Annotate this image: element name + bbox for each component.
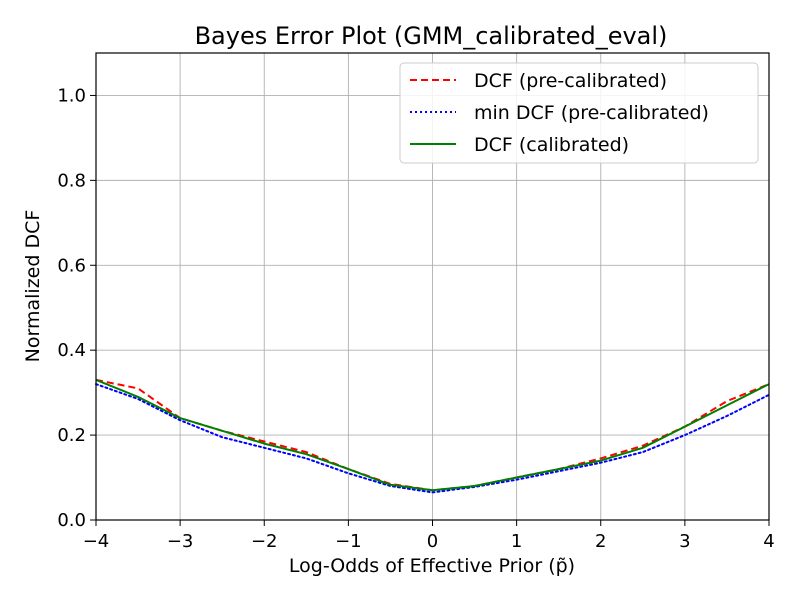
chart-title: Bayes Error Plot (GMM_calibrated_eval) xyxy=(195,22,668,50)
x-tick-label: 4 xyxy=(763,531,774,552)
x-tick-label: −4 xyxy=(83,531,110,552)
x-tick-label: 1 xyxy=(511,531,522,552)
series-layer xyxy=(95,378,770,494)
x-tick-label: 2 xyxy=(595,531,606,552)
x-tick-label: 3 xyxy=(679,531,690,552)
y-tick-label: 0.6 xyxy=(57,255,86,276)
ticks: −4 −3 −2 −1 0 1 2 3 4 0.0 0.2 0.4 0.6 0.8 1.0 xyxy=(57,85,774,552)
legend-box xyxy=(399,62,759,164)
x-tick-label: 0 xyxy=(427,531,438,552)
y-tick-label: 0.4 xyxy=(57,340,86,361)
legend-label: min DCF (pre-calibrated) xyxy=(474,102,709,124)
legend-label: DCF (pre-calibrated) xyxy=(474,70,667,92)
y-tick-label: 0.8 xyxy=(57,170,86,191)
x-tick-label: −1 xyxy=(335,531,362,552)
y-axis-label: Normalized DCF xyxy=(22,210,44,363)
x-tick-label: −3 xyxy=(167,531,194,552)
x-tick-label: −2 xyxy=(251,531,278,552)
series-line-3 xyxy=(95,378,770,492)
legend: DCF (pre-calibrated) min DCF (pre-calibra… xyxy=(399,62,759,164)
y-tick-label: 1.0 xyxy=(57,85,86,106)
x-axis-label: Log-Odds of Effective Prior (p̃) xyxy=(289,555,575,577)
legend-label: DCF (calibrated) xyxy=(474,134,629,156)
y-tick-label: 0.2 xyxy=(57,425,86,446)
series-line-2 xyxy=(95,383,770,494)
y-tick-label: 0.0 xyxy=(57,510,86,531)
